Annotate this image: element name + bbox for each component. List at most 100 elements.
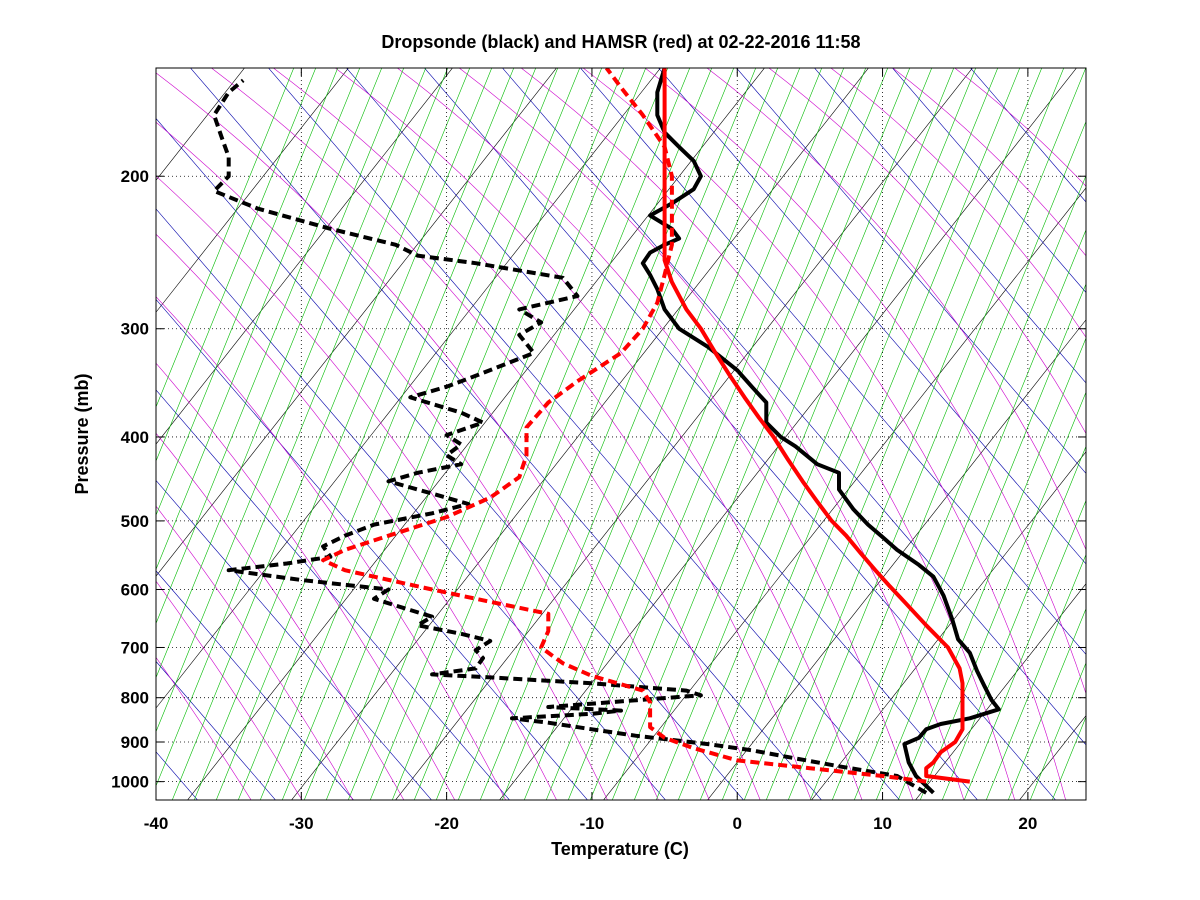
mixing-ratio-line [281, 68, 581, 800]
moist-adiabat-line [156, 656, 252, 800]
isotherm-line [156, 68, 661, 709]
moist-adiabat-line [156, 121, 659, 800]
x-tick-label: -30 [289, 814, 314, 833]
mixing-ratio-line [611, 68, 911, 800]
moist-adiabat-line [156, 432, 405, 800]
x-tick-label: -20 [434, 814, 459, 833]
moist-adiabat-line [458, 68, 965, 800]
mixing-ratio-line [721, 68, 1021, 800]
mixing-ratio-line [347, 68, 647, 800]
mixing-ratio-line [325, 68, 625, 800]
chart-title: Dropsonde (black) and HAMSR (red) at 02-… [381, 32, 860, 52]
y-tick-label: 300 [121, 320, 149, 339]
moist-adiabat-line [156, 233, 557, 800]
dry-adiabat-line [156, 570, 354, 800]
dry-adiabat-line [814, 68, 1086, 384]
dry-adiabat-line [892, 68, 1086, 293]
mixing-ratio-line [303, 68, 603, 800]
moist-adiabat-line [334, 68, 863, 800]
moist-adiabat-line [520, 68, 1016, 800]
dry-adiabat-line [658, 68, 1086, 565]
mixing-ratio-line [501, 68, 801, 800]
mixing-ratio-line [215, 68, 515, 800]
mixing-ratio-line [369, 68, 669, 800]
isotherm-line [156, 68, 557, 577]
y-tick-label: 900 [121, 733, 149, 752]
moist-adiabat-line [156, 362, 456, 800]
mixing-ratio-line [156, 68, 449, 787]
dry-adiabat-line [156, 389, 510, 800]
x-tick-label: 0 [733, 814, 742, 833]
x-axis-label: Temperature (C) [551, 839, 689, 859]
mixing-ratio-line [457, 68, 757, 800]
mixing-ratio-line [156, 68, 295, 408]
mixing-ratio-line [1007, 607, 1086, 800]
dry-adiabat-line [502, 68, 1086, 746]
isotherm-line [156, 68, 453, 445]
y-tick-label: 1000 [111, 773, 149, 792]
dry-adiabat-line [424, 68, 1056, 800]
axis-ticks: -40 -30 -20 -10 0 10 20 200 300 400 500 600 700 800 90… [111, 68, 1086, 833]
isotherm-line [603, 187, 1086, 800]
mixing-ratio-line [1029, 662, 1086, 800]
dry-adiabat-line [156, 298, 588, 800]
y-tick-label: 500 [121, 512, 149, 531]
mixing-ratio-line [156, 68, 317, 462]
moist-adiabat-line [830, 68, 1086, 338]
mixing-ratio-line [156, 68, 361, 571]
moist-adiabat-line [768, 68, 1086, 435]
y-tick-label: 800 [121, 689, 149, 708]
dry-adiabat-line [970, 68, 1086, 203]
mixing-ratio-line [985, 553, 1086, 800]
dry-adiabat-line [156, 660, 276, 800]
mixing-ratio-line [156, 68, 405, 679]
dry-adiabat-line [736, 68, 1086, 474]
isotherm-line [707, 319, 1086, 800]
mixing-ratio-line [897, 337, 1086, 800]
moist-adiabat-line [396, 68, 914, 800]
isotherm-line [156, 68, 349, 313]
mixing-ratio-line [765, 68, 1065, 800]
mixing-ratio-line [677, 68, 977, 800]
dry-adiabat-line [346, 68, 978, 800]
plot-frame [155, 67, 1087, 801]
mixing-ratio-line [853, 228, 1086, 800]
plot-background [156, 68, 1086, 800]
thermodynamic-background-lines [156, 68, 1086, 800]
grid-lines [155, 68, 1086, 800]
mixing-ratio-line [875, 283, 1086, 800]
mixing-ratio-line [156, 68, 383, 625]
dry-adiabat-line [156, 118, 744, 800]
moist-adiabat-line [954, 68, 1086, 187]
mixing-ratio-line [156, 68, 427, 733]
mixing-ratio-line [479, 68, 779, 800]
dropsonde-temperature-line [640, 68, 1001, 795]
x-tick-label: -10 [580, 814, 605, 833]
mixing-ratio-line [655, 68, 955, 800]
mixing-ratio-line [259, 68, 559, 800]
moist-adiabat-line [156, 72, 710, 800]
isotherm-line [156, 68, 245, 181]
mixing-ratio-line [589, 68, 889, 800]
moist-adiabat-line [156, 175, 608, 800]
mixing-ratio-line [963, 499, 1086, 800]
mixing-ratio-line [171, 68, 471, 800]
mixing-ratio-line [831, 174, 1086, 800]
isotherm-line [915, 583, 1086, 800]
mixing-ratio-line [743, 68, 1043, 800]
mixing-ratio-line [699, 68, 999, 800]
mixing-ratio-line [941, 445, 1086, 800]
mixing-ratio-line [413, 68, 713, 800]
mixing-ratio-line [391, 68, 691, 800]
mixing-ratio-line [193, 68, 493, 800]
y-axis-label: Pressure (mb) [72, 373, 92, 494]
mixing-ratio-line [787, 68, 1086, 800]
isotherm-line [291, 68, 869, 800]
moist-adiabat-line [210, 68, 761, 800]
isotherm-line [395, 68, 973, 800]
mixing-ratio-line [633, 68, 933, 800]
mixing-ratio-line [545, 68, 845, 800]
dry-adiabat-line [156, 208, 666, 800]
sounding-lines [212, 68, 1001, 795]
